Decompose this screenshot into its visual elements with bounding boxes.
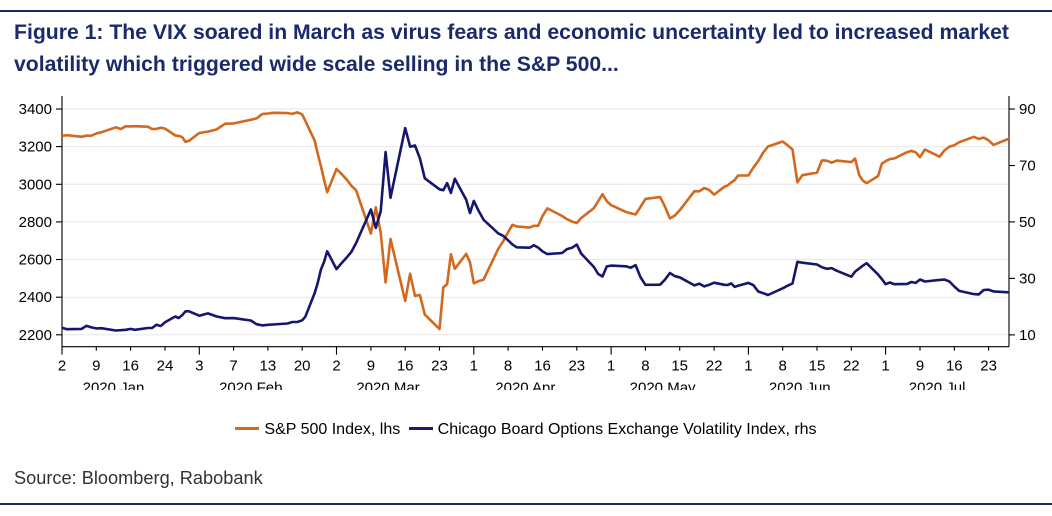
- svg-text:2: 2: [58, 358, 66, 375]
- svg-text:90: 90: [1019, 101, 1036, 118]
- svg-text:16: 16: [534, 358, 551, 375]
- svg-text:24: 24: [157, 358, 174, 375]
- svg-text:15: 15: [671, 358, 688, 375]
- svg-text:22: 22: [706, 358, 723, 375]
- svg-text:7: 7: [229, 358, 237, 375]
- svg-text:70: 70: [1019, 158, 1036, 175]
- svg-text:9: 9: [92, 358, 100, 375]
- svg-text:23: 23: [980, 358, 997, 375]
- svg-text:8: 8: [504, 358, 512, 375]
- svg-text:3: 3: [195, 358, 203, 375]
- svg-text:1: 1: [881, 358, 889, 375]
- svg-text:2: 2: [332, 358, 340, 375]
- svg-text:2020 Feb: 2020 Feb: [219, 380, 282, 390]
- svg-text:2400: 2400: [19, 289, 52, 306]
- svg-text:3000: 3000: [19, 176, 52, 193]
- svg-text:1: 1: [607, 358, 615, 375]
- svg-text:20: 20: [294, 358, 311, 375]
- svg-text:2020 Jul: 2020 Jul: [909, 380, 966, 390]
- svg-text:15: 15: [809, 358, 826, 375]
- svg-text:2800: 2800: [19, 214, 52, 231]
- svg-text:16: 16: [946, 358, 963, 375]
- svg-text:10: 10: [1019, 327, 1036, 344]
- svg-text:9: 9: [367, 358, 375, 375]
- svg-text:22: 22: [843, 358, 860, 375]
- svg-text:2600: 2600: [19, 252, 52, 269]
- svg-text:16: 16: [397, 358, 414, 375]
- svg-text:2020 Jan: 2020 Jan: [83, 380, 145, 390]
- svg-text:2020 Jun: 2020 Jun: [769, 380, 831, 390]
- svg-text:3400: 3400: [19, 101, 52, 118]
- svg-text:16: 16: [122, 358, 139, 375]
- svg-text:23: 23: [431, 358, 448, 375]
- svg-text:8: 8: [779, 358, 787, 375]
- svg-text:2020 Mar: 2020 Mar: [356, 380, 419, 390]
- svg-text:1: 1: [470, 358, 478, 375]
- svg-text:9: 9: [916, 358, 924, 375]
- svg-text:23: 23: [568, 358, 585, 375]
- svg-text:1: 1: [744, 358, 752, 375]
- svg-text:2020 May: 2020 May: [630, 380, 696, 390]
- svg-text:2200: 2200: [19, 327, 52, 344]
- svg-text:3200: 3200: [19, 139, 52, 156]
- svg-text:8: 8: [641, 358, 649, 375]
- svg-text:30: 30: [1019, 270, 1036, 287]
- svg-text:2020 Apr: 2020 Apr: [495, 380, 555, 390]
- svg-text:13: 13: [260, 358, 277, 375]
- svg-text:50: 50: [1019, 214, 1036, 231]
